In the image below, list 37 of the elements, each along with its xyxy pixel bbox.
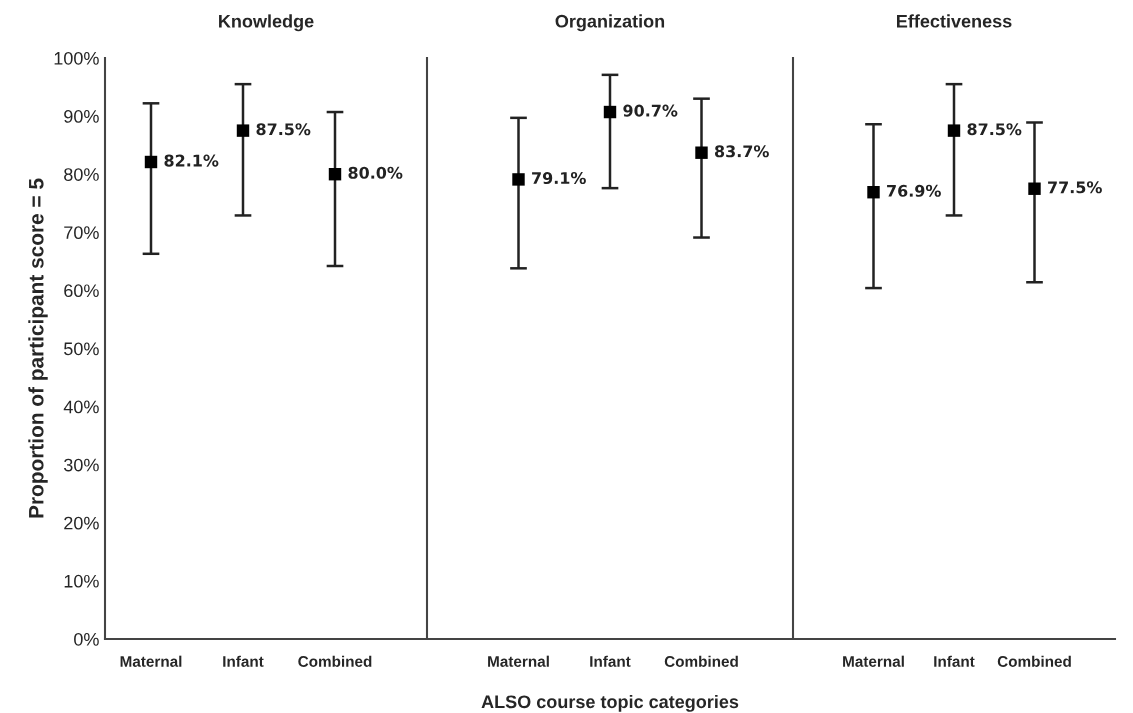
y-tick-label: 30%: [64, 458, 99, 472]
point: [328, 167, 342, 181]
x-tick-label: Infant: [223, 655, 264, 667]
data-label: 90.7%: [623, 104, 678, 117]
data-label: 76.9%: [887, 184, 941, 197]
x-tick-label: Infant: [590, 655, 631, 667]
x-tick-label: Infant: [934, 655, 975, 667]
chart-title: Knowledge: [219, 14, 314, 32]
x-tick-label: Combined: [997, 655, 1071, 667]
data-label: 82.1%: [164, 154, 219, 167]
y-tick-label: 60%: [64, 284, 99, 298]
point: [144, 155, 158, 169]
x-tick-label: Maternal: [120, 655, 182, 667]
data-label: 83.7%: [714, 145, 769, 158]
y-tick-label: 90%: [64, 110, 99, 123]
y-axis-title: Proportion of participant score = 5: [28, 178, 48, 518]
x-tick-label: Maternal: [843, 655, 904, 667]
y-tick-label: 70%: [64, 226, 99, 240]
y-tick-label: 10%: [64, 574, 99, 588]
chart-title: Organization: [555, 14, 665, 32]
x-tick-label: Combined: [664, 655, 738, 667]
point: [236, 124, 250, 137]
x-tick-label: Combined: [298, 655, 372, 667]
y-tick-label: 100%: [54, 51, 99, 65]
y-tick-label: 40%: [63, 400, 99, 414]
data-label: 87.5%: [256, 123, 311, 136]
data-label: 80.0%: [348, 166, 403, 179]
x-tick-label: Maternal: [488, 655, 549, 667]
y-tick-label: 80%: [64, 168, 99, 181]
data-label: 77.5%: [1048, 181, 1102, 194]
y-tick-label: 0%: [74, 632, 99, 646]
data-label: 79.1%: [532, 171, 586, 185]
x-axis-title: ALSO course topic categories: [481, 694, 739, 712]
y-tick-label: 20%: [64, 516, 99, 530]
y-tick-label: 50%: [64, 342, 99, 356]
data-label: 87.5%: [967, 123, 1022, 136]
chart-title: Effectiveness: [897, 14, 1012, 28]
